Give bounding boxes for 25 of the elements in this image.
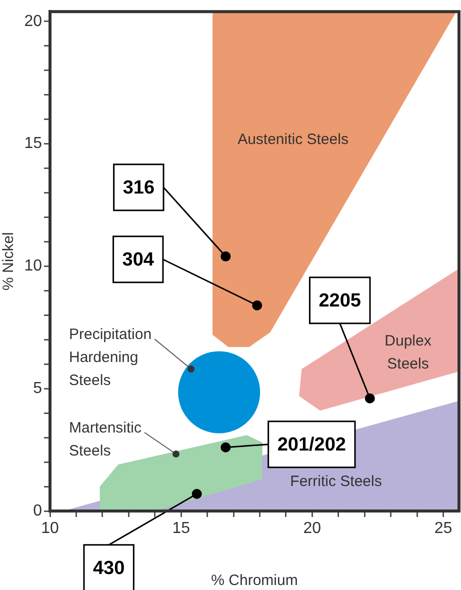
series-label: Precipitation Hardening Steels [69,326,152,390]
x-axis-title: % Chromium [211,572,298,590]
y-tick-label: 10 [24,258,42,275]
y-tick-label: 15 [24,135,42,152]
x-tick-label: 15 [172,520,190,538]
series-label: Ferritic Steels [290,473,382,490]
y-tick-label: 0 [33,502,42,520]
point [252,300,262,310]
point [192,488,202,499]
annotation: 2205 [318,290,362,312]
series-label: Duplex Steels [384,332,432,373]
point [364,393,375,404]
point [220,251,231,262]
x-tick-label: 25 [434,520,452,538]
annotation: 316 [122,178,155,199]
x-tick-label: 20 [303,520,322,538]
annotation: 201/202 [277,434,346,456]
series-label: Martensitic Steels [69,420,142,460]
y-tick-label: 20 [24,12,42,30]
annotation: 430 [92,558,125,580]
y-tick-label: 5 [33,380,42,398]
y-axis-title: % Nickel [0,232,18,290]
annotation: 304 [122,250,154,271]
point [220,442,231,452]
series-label: Austenitic Steels [238,131,348,148]
